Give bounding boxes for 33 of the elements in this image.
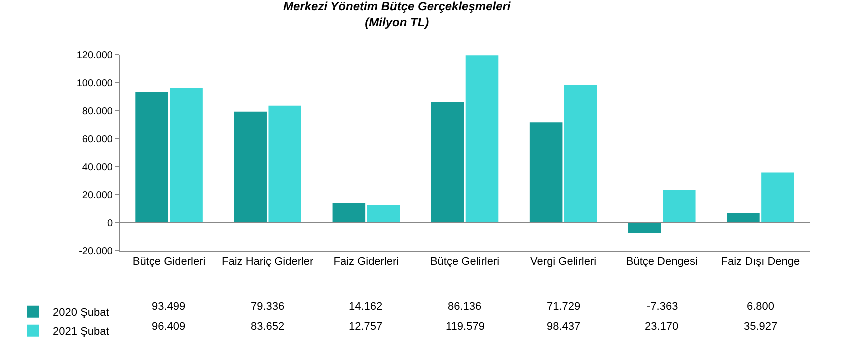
data-label: 86.136: [448, 301, 482, 313]
data-label: 96.409: [152, 321, 186, 333]
x-tick-label: Vergi Gelirleri: [530, 256, 597, 268]
x-tick-label: Faiz Dışı Denge: [721, 256, 800, 268]
y-tick-label: 40.000: [82, 162, 114, 174]
data-label: 6.800: [747, 301, 775, 313]
data-label: 35.927: [744, 321, 778, 333]
x-tick-label: Bütçe Gelirleri: [430, 256, 500, 268]
y-tick-label: 20.000: [82, 190, 114, 202]
y-tick-label: 80.000: [82, 106, 114, 118]
x-tick-label: Bütçe Dengesi: [626, 256, 698, 268]
data-label: 14.162: [349, 301, 383, 313]
y-tick-label: 120.000: [76, 50, 114, 62]
data-label: 71.729: [547, 301, 581, 313]
x-tick-label: Bütçe Giderleri: [132, 256, 206, 268]
data-label: 79.336: [251, 301, 285, 313]
data-label: 119.579: [446, 321, 485, 333]
y-tick-label: 60.000: [82, 134, 114, 146]
chart-title: Merkezi Yönetim Bütçe Gerçekleşmeleri: [284, 0, 512, 14]
data-label: 23.170: [645, 321, 679, 333]
x-tick-label: Faiz Giderleri: [334, 256, 400, 268]
y-tick-label: 0: [107, 218, 114, 230]
x-tick-label: Faiz Hariç Giderler: [222, 256, 314, 268]
data-label: 12.757: [349, 321, 383, 333]
legend-label: 2021 Şubat: [53, 326, 110, 338]
chart-subtitle: (Milyon TL): [365, 15, 430, 30]
data-label: -7.363: [647, 301, 678, 313]
data-label: 98.437: [547, 321, 581, 333]
data-label: 83.652: [251, 321, 285, 333]
y-tick-label: 100.000: [76, 78, 114, 90]
y-tick-label: -20.000: [79, 246, 114, 258]
data-label: 93.499: [152, 301, 186, 313]
legend-label: 2020 Şubat: [53, 307, 110, 320]
